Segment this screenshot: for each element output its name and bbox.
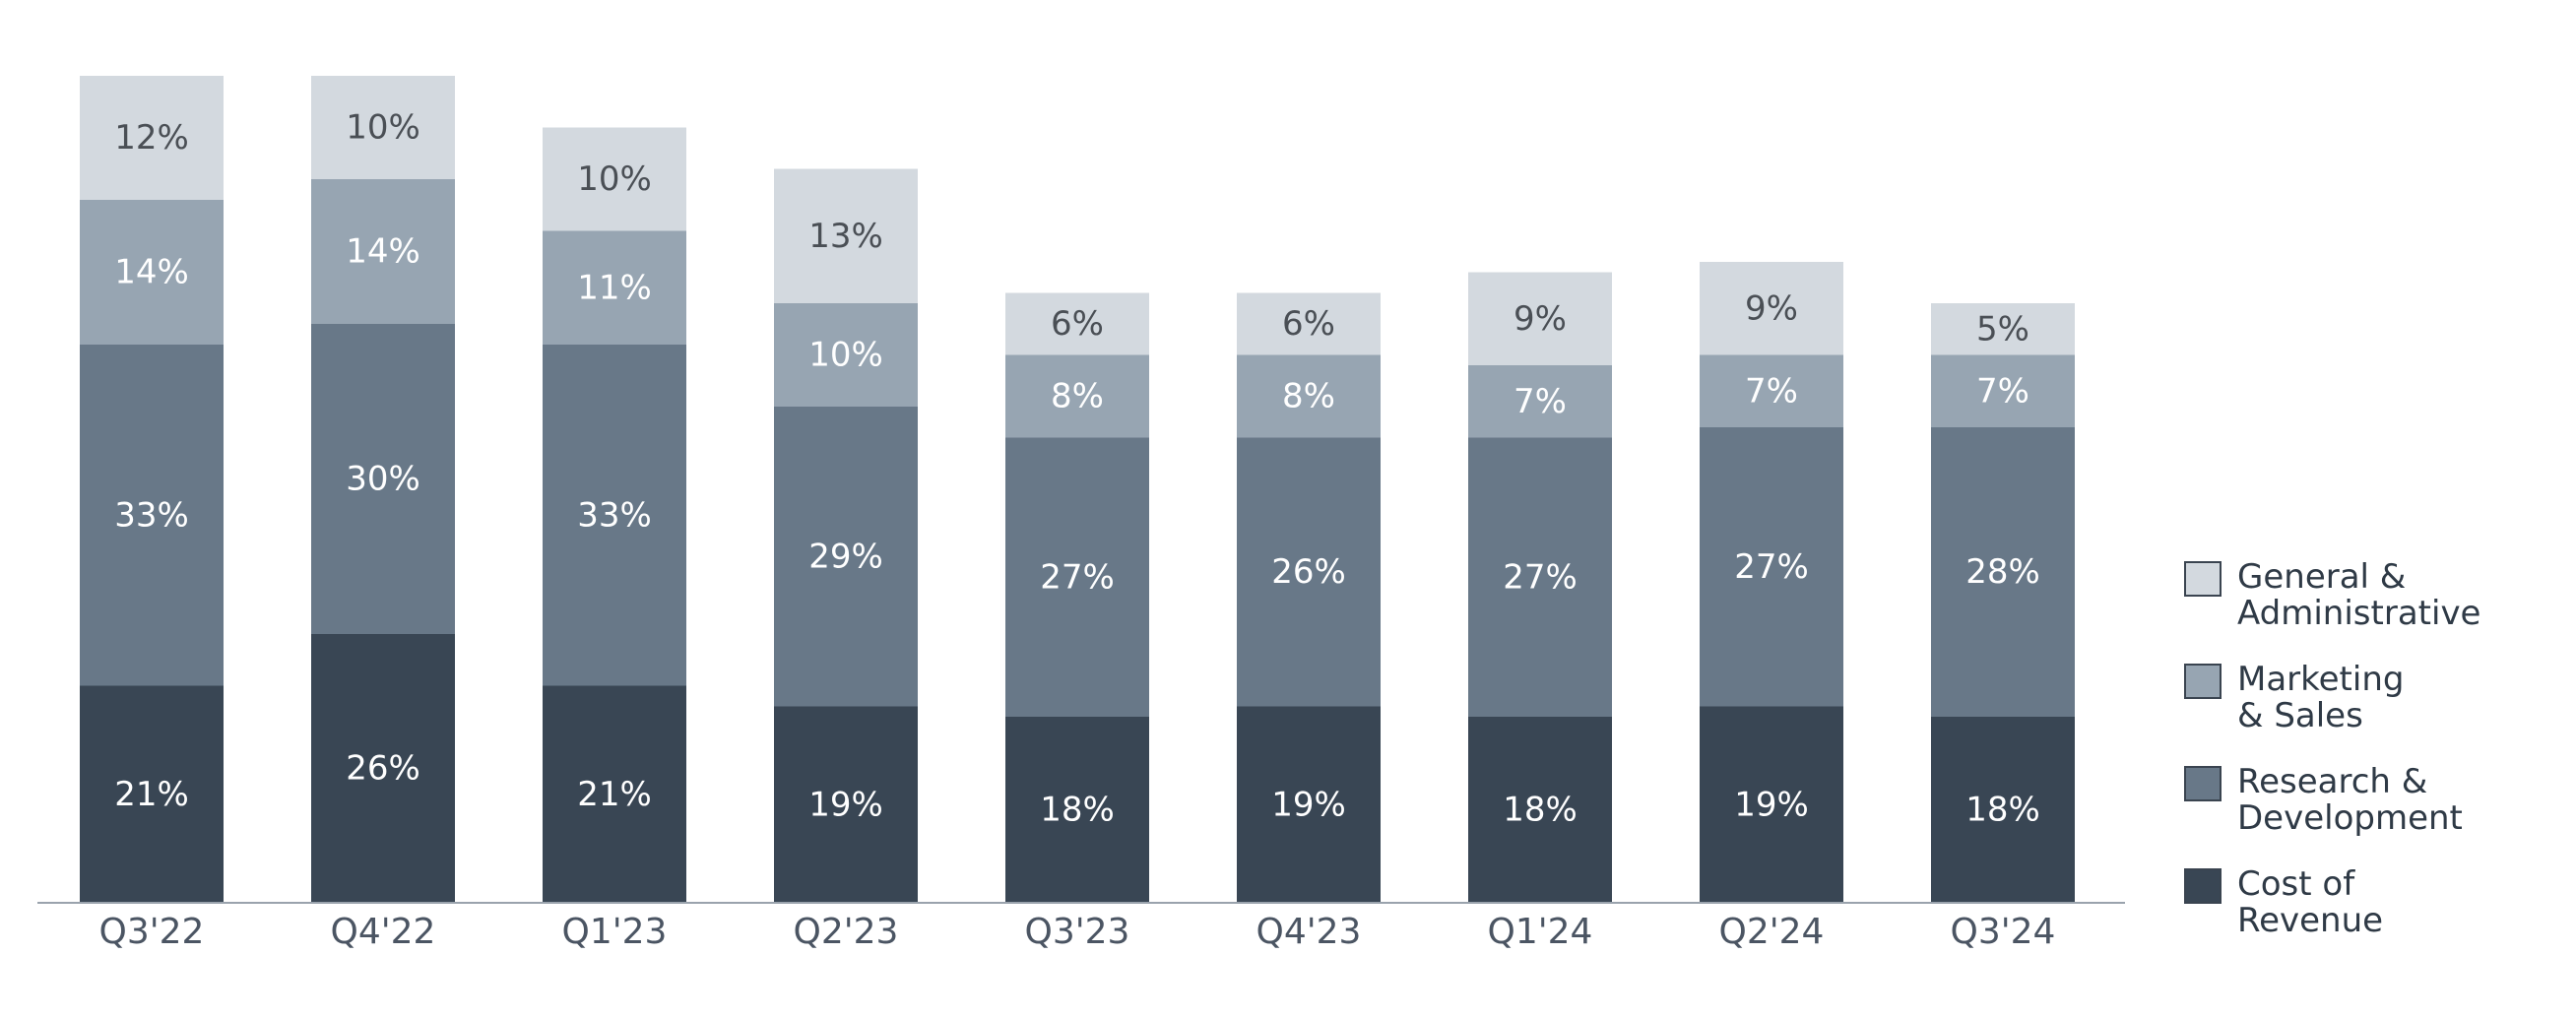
bar-cost-of-revenue-q324 [1931, 717, 2075, 903]
data-label-research-development-q223: 29% [808, 537, 883, 576]
bar-cost-of-revenue-q224 [1700, 706, 1843, 903]
data-label-general-administrative-q123: 10% [577, 159, 652, 199]
bar-research-development-q422 [311, 324, 455, 634]
data-label-general-administrative-q422: 10% [346, 108, 420, 148]
bar-general-administrative-q124 [1468, 272, 1612, 365]
data-label-research-development-q224: 27% [1734, 547, 1809, 587]
bar-general-administrative-q223 [774, 168, 918, 303]
data-label-general-administrative-q322: 12% [114, 118, 189, 158]
bar-research-development-q223 [774, 407, 918, 707]
data-label-cost-of-revenue-q124: 18% [1503, 791, 1578, 830]
legend: General & Administrative Marketing & Sal… [2184, 559, 2480, 969]
legend-swatch-research-development [2184, 766, 2222, 801]
bar-research-development-q224 [1700, 427, 1843, 707]
bar-cost-of-revenue-q123 [543, 685, 686, 903]
bar-marketing-sales-q124 [1468, 365, 1612, 438]
x-tick-label-q323: Q3'23 [1025, 912, 1130, 952]
data-label-marketing-sales-q224: 7% [1745, 371, 1798, 411]
bar-cost-of-revenue-q323 [1005, 717, 1149, 903]
data-label-marketing-sales-q124: 7% [1513, 382, 1567, 421]
legend-swatch-general-administrative [2184, 561, 2222, 597]
bar-marketing-sales-q224 [1700, 354, 1843, 427]
legend-swatch-marketing-sales [2184, 664, 2222, 699]
bar-marketing-sales-q422 [311, 179, 455, 324]
x-tick-label-q324: Q3'24 [1951, 912, 2056, 952]
legend-label-research-development: Research & Development [2237, 762, 2463, 838]
bar-cost-of-revenue-q124 [1468, 717, 1612, 903]
bar-cost-of-revenue-q223 [774, 706, 918, 903]
bar-cost-of-revenue-q322 [80, 685, 224, 903]
bar-general-administrative-q324 [1931, 303, 2075, 355]
data-label-cost-of-revenue-q223: 19% [808, 785, 883, 824]
data-label-research-development-q123: 33% [577, 495, 652, 535]
bar-cost-of-revenue-q422 [311, 634, 455, 903]
data-label-general-administrative-q223: 13% [808, 217, 883, 256]
bar-research-development-q323 [1005, 437, 1149, 717]
bar-marketing-sales-q423 [1237, 354, 1381, 438]
bar-marketing-sales-q123 [543, 230, 686, 345]
data-label-research-development-q324: 28% [1965, 552, 2040, 592]
legend-label-marketing-sales: Marketing & Sales [2237, 660, 2405, 735]
x-tick-label-q422: Q4'22 [331, 912, 436, 952]
bar-research-development-q423 [1237, 437, 1381, 707]
legend-item-research-development: Research & Development [2184, 764, 2480, 866]
data-label-general-administrative-q423: 6% [1282, 304, 1335, 344]
data-label-cost-of-revenue-q123: 21% [577, 775, 652, 814]
data-label-marketing-sales-q423: 8% [1282, 377, 1335, 416]
bar-research-development-q124 [1468, 437, 1612, 717]
data-label-general-administrative-q224: 9% [1745, 288, 1798, 328]
data-label-cost-of-revenue-q423: 19% [1271, 785, 1346, 824]
data-label-marketing-sales-q422: 14% [346, 232, 420, 272]
legend-swatch-cost-of-revenue [2184, 868, 2222, 904]
data-label-marketing-sales-q223: 10% [808, 336, 883, 375]
data-label-research-development-q124: 27% [1503, 557, 1578, 597]
legend-label-cost-of-revenue: Cost of Revenue [2237, 864, 2384, 940]
legend-item-general-administrative: General & Administrative [2184, 559, 2480, 662]
bar-cost-of-revenue-q423 [1237, 706, 1381, 903]
data-label-marketing-sales-q323: 8% [1051, 377, 1104, 416]
data-label-general-administrative-q323: 6% [1051, 304, 1104, 344]
legend-item-cost-of-revenue: Cost of Revenue [2184, 866, 2480, 969]
data-label-research-development-q422: 30% [346, 460, 420, 499]
x-tick-label-q224: Q2'24 [1719, 912, 1825, 952]
data-label-general-administrative-q324: 5% [1976, 309, 2029, 349]
x-tick-label-q322: Q3'22 [99, 912, 205, 952]
data-label-cost-of-revenue-q224: 19% [1734, 785, 1809, 824]
bar-marketing-sales-q323 [1005, 354, 1149, 438]
bar-general-administrative-q224 [1700, 262, 1843, 355]
legend-item-marketing-sales: Marketing & Sales [2184, 662, 2480, 764]
data-label-marketing-sales-q324: 7% [1976, 371, 2029, 411]
bar-research-development-q324 [1931, 427, 2075, 717]
data-label-general-administrative-q124: 9% [1513, 299, 1567, 339]
x-tick-label-q423: Q4'23 [1256, 912, 1362, 952]
bar-research-development-q322 [80, 345, 224, 686]
x-tick-label-q123: Q1'23 [562, 912, 668, 952]
bars-group: 21% 33% 14% 12% 26% 30% 14% 10% 21% 33% 11% 10% 19% 2… [80, 76, 2075, 903]
bar-general-administrative-q423 [1237, 292, 1381, 355]
bar-general-administrative-q322 [80, 76, 224, 200]
bar-general-administrative-q123 [543, 127, 686, 231]
data-label-cost-of-revenue-q324: 18% [1965, 791, 2040, 830]
bar-general-administrative-q422 [311, 76, 455, 179]
data-label-research-development-q322: 33% [114, 495, 189, 535]
legend-label-general-administrative: General & Administrative [2237, 557, 2481, 633]
data-label-cost-of-revenue-q323: 18% [1040, 791, 1115, 830]
x-tick-label-q223: Q2'23 [794, 912, 899, 952]
bar-general-administrative-q323 [1005, 292, 1149, 355]
bar-marketing-sales-q223 [774, 303, 918, 407]
data-label-marketing-sales-q322: 14% [114, 253, 189, 292]
data-label-research-development-q423: 26% [1271, 552, 1346, 592]
data-label-cost-of-revenue-q322: 21% [114, 775, 189, 814]
data-label-marketing-sales-q123: 11% [577, 268, 652, 307]
x-tick-labels: Q3'22 Q4'22 Q1'23 Q2'23 Q3'23 Q4'23 Q1'24 Q2'24… [99, 912, 2056, 952]
data-label-cost-of-revenue-q422: 26% [346, 749, 420, 789]
bar-research-development-q123 [543, 345, 686, 686]
bar-marketing-sales-q322 [80, 200, 224, 345]
bar-marketing-sales-q324 [1931, 354, 2075, 427]
data-label-research-development-q323: 27% [1040, 557, 1115, 597]
x-tick-label-q124: Q1'24 [1488, 912, 1593, 952]
